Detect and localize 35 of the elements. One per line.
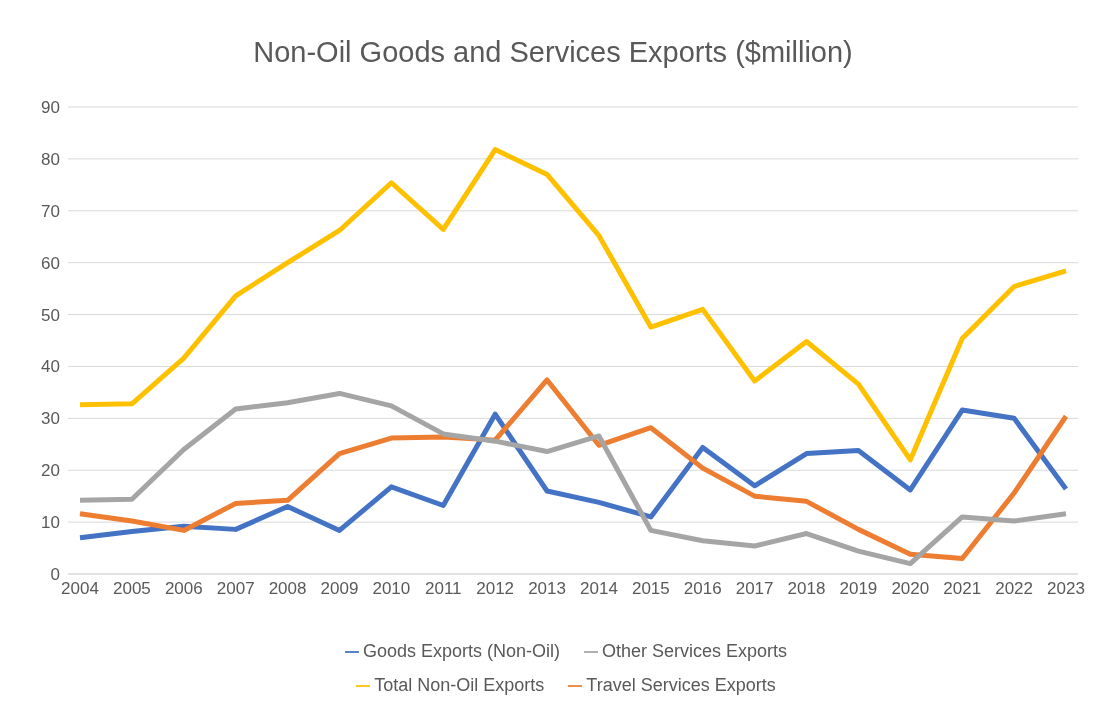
x-tick-label: 2017 [735,579,774,599]
x-tick-label: 2009 [320,579,359,599]
x-tick-label: 2021 [943,579,982,599]
y-tick-label: 20 [41,461,60,481]
y-tick-label: 70 [41,201,60,221]
legend-label: Goods Exports (Non-Oil) [362,641,560,661]
x-tick-label: 2011 [424,579,462,599]
y-tick-label: 80 [41,149,60,169]
y-tick-label: 30 [41,409,60,429]
x-tick-label: 2014 [580,579,618,599]
legend-label: Travel Services Exports [586,675,776,695]
x-tick-label: 2023 [1047,579,1085,599]
x-tick-label: 2013 [528,579,566,599]
y-tick-label: 0 [50,565,60,585]
y-tick-label: 90 [41,98,60,118]
x-tick-label: 2004 [61,579,99,599]
y-tick-label: 40 [41,357,60,377]
x-tick-label: 2020 [891,579,930,599]
y-tick-label: 60 [41,253,60,273]
y-tick-label: 50 [41,305,60,325]
y-tick-label: 10 [41,513,60,533]
x-tick-label: 2016 [683,579,722,599]
x-tick-label: 2010 [372,579,411,599]
legend-label: Total Non-Oil Exports [374,675,545,695]
x-tick-label: 2005 [112,579,151,599]
x-tick-label: 2022 [995,579,1034,599]
x-tick-label: 2008 [268,579,307,599]
x-tick-label: 2012 [476,579,515,599]
legend-label: Other Services Exports [602,641,788,661]
x-tick-label: 2006 [164,579,203,599]
x-tick-label: 2007 [216,579,255,599]
x-tick-label: 2018 [787,579,826,599]
chart-title: Non-Oil Goods and Services Exports ($million) [252,35,854,70]
x-tick-label: 2015 [631,579,670,599]
x-tick-label: 2019 [839,579,878,599]
